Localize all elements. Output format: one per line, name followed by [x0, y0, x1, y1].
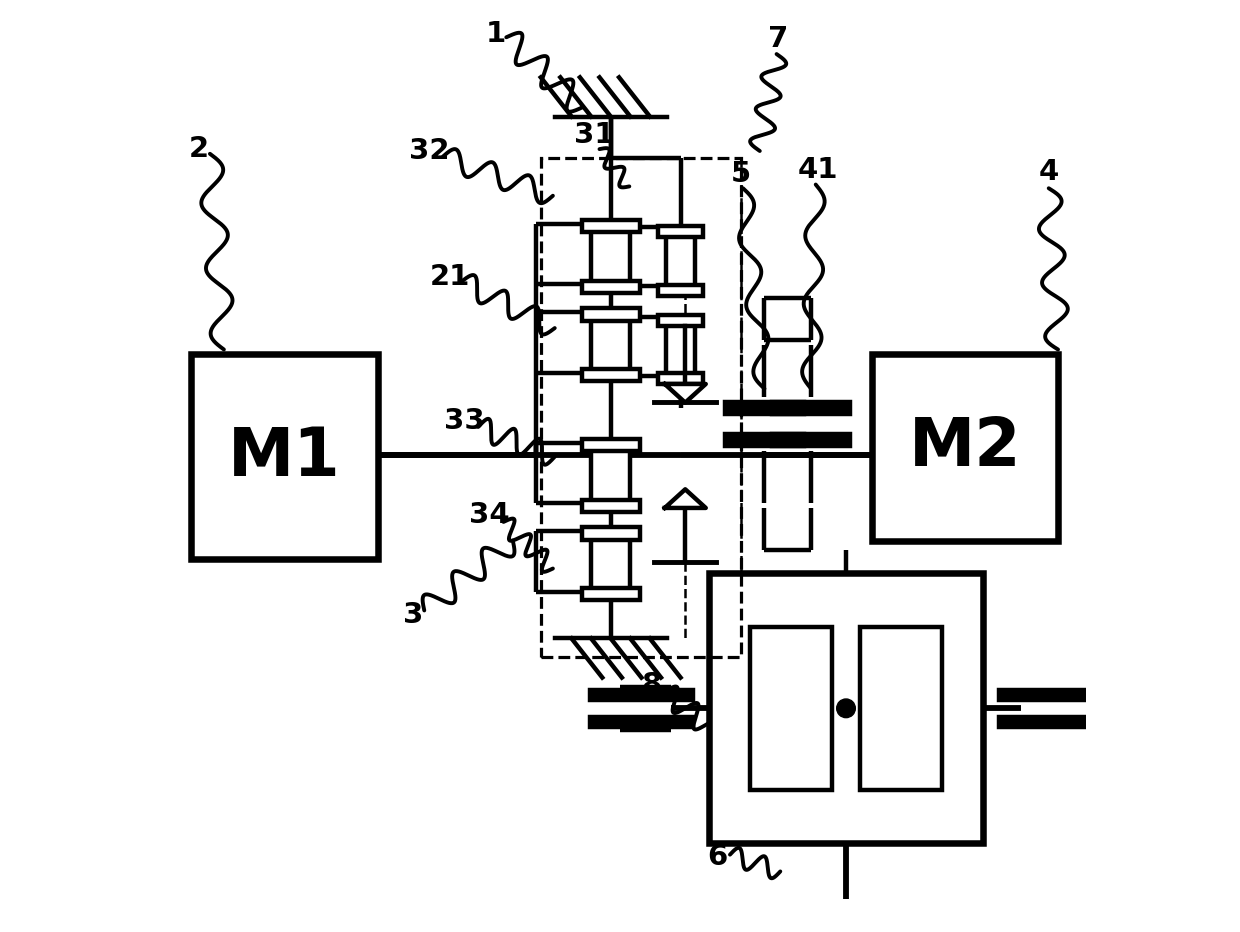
Bar: [591, 447, 630, 503]
Bar: [861, 626, 942, 790]
Bar: [541, 158, 742, 657]
Bar: [582, 308, 640, 321]
Bar: [590, 717, 693, 727]
Bar: [872, 354, 1058, 541]
Text: 8: 8: [641, 671, 662, 699]
Text: 6: 6: [707, 843, 727, 871]
Bar: [582, 528, 640, 540]
Bar: [658, 373, 703, 384]
Text: 1: 1: [486, 21, 506, 48]
Bar: [999, 717, 1102, 727]
Text: 32: 32: [409, 137, 449, 165]
Bar: [708, 573, 983, 843]
Bar: [666, 234, 696, 288]
Bar: [591, 536, 630, 592]
Text: 4: 4: [1039, 158, 1059, 186]
Bar: [582, 500, 640, 512]
Bar: [590, 690, 693, 700]
Bar: [591, 228, 630, 284]
Text: 31: 31: [574, 121, 614, 149]
Bar: [658, 315, 703, 326]
Bar: [666, 322, 696, 377]
Bar: [773, 402, 851, 414]
Bar: [582, 439, 640, 451]
Text: 34: 34: [469, 501, 510, 529]
Text: 41: 41: [797, 156, 838, 184]
Text: M2: M2: [909, 415, 1021, 480]
Bar: [582, 588, 640, 600]
Bar: [591, 317, 630, 373]
Bar: [658, 226, 703, 238]
Text: 21: 21: [430, 263, 470, 291]
Text: 2: 2: [188, 135, 208, 163]
Text: 5: 5: [732, 160, 751, 188]
Text: 7: 7: [769, 25, 789, 53]
Text: 3: 3: [403, 601, 423, 629]
Bar: [750, 626, 832, 790]
Circle shape: [837, 699, 856, 718]
Text: M1: M1: [228, 424, 341, 489]
Bar: [582, 220, 640, 232]
Bar: [725, 434, 804, 446]
Bar: [582, 369, 640, 381]
Polygon shape: [665, 384, 706, 403]
Bar: [725, 402, 804, 414]
Bar: [582, 281, 640, 293]
Bar: [658, 284, 703, 295]
Bar: [999, 690, 1102, 700]
Bar: [191, 354, 378, 559]
Bar: [773, 434, 851, 446]
Text: 33: 33: [444, 407, 485, 435]
Polygon shape: [665, 489, 706, 508]
